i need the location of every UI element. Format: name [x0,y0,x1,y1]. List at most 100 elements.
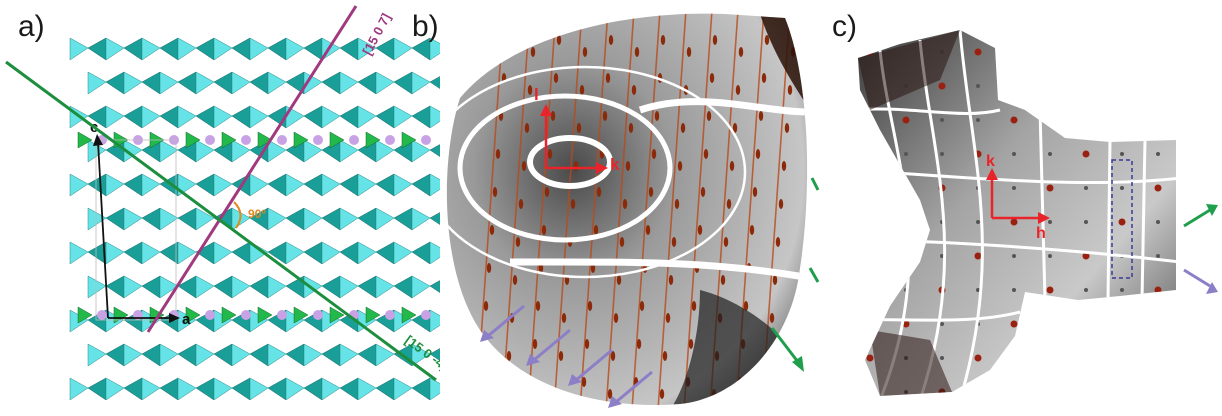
dark-corner-top [858,30,960,110]
tetrahedron [429,241,440,265]
tetrahedron [141,343,161,367]
bragg-spot [1012,50,1016,54]
tetrahedron [303,377,323,401]
tetrahedron [177,343,197,367]
tetrahedron [285,241,305,265]
bragg-spot [1084,322,1088,326]
tetrahedron [429,348,440,361]
tetrahedron [357,377,377,401]
bragg-spot [976,118,980,122]
bragg-spot [639,301,645,311]
k-axis-arrowhead-c [986,168,998,180]
bragg-spot [1084,390,1088,394]
bragg-spot [593,225,599,235]
bragg-spot [616,275,622,285]
bragg-spot [1012,84,1016,88]
bragg-spot [555,389,561,399]
bragg-spot [1156,254,1160,258]
tetrahedron [429,212,440,225]
tetrahedron [195,343,215,367]
bragg-spot [1156,152,1160,156]
tetrahedron [159,37,179,61]
bragg-spot [743,301,749,311]
diffuse-streak [501,13,531,405]
tetrahedron [429,37,440,61]
bragg-spot [902,116,910,124]
bragg-spot [688,339,694,349]
bragg-spot [477,377,483,387]
bragg-spot [1012,356,1016,360]
bragg-spot [651,149,657,159]
bragg-spot [550,111,556,121]
tetrahedron [177,173,197,197]
tetrahedron [87,275,107,299]
tetrahedron [303,71,323,95]
tetrahedron [375,105,395,129]
cation-site [313,310,323,320]
bragg-spot [940,322,944,326]
bragg-spot [489,225,495,235]
tetrahedron [69,37,89,61]
tetrahedron [303,139,323,163]
tetrahedron [303,207,323,231]
tetrahedron [195,275,215,299]
diffuse-streak [657,13,687,405]
unit-cell-outline [95,139,177,321]
bragg-spot [1048,356,1052,360]
tetrahedron [321,343,341,367]
bragg-spot [868,390,872,394]
bragg-spot [547,149,553,159]
bragg-spot [662,351,668,361]
green-tetrahedron [113,306,129,324]
bragg-spot [576,123,582,133]
tetrahedron [411,207,431,231]
a-axis-label: a [182,311,191,328]
tetrahedron [411,343,431,367]
tetrahedron [321,71,341,95]
bragg-spot [738,47,744,57]
tetrahedron [87,377,107,401]
tetrahedron [321,173,341,197]
tetrahedron [123,173,143,197]
tetrahedron [357,37,377,61]
bragg-spot [1048,254,1052,258]
c-axis-arrowhead [93,134,103,146]
diffraction-map-c: k h [858,30,1218,396]
bragg-spot [1046,82,1054,90]
green-tetrahedron [185,131,201,149]
bragg-spot [1012,186,1016,190]
bragg-spot [645,225,651,235]
green-tetrahedron [221,131,237,149]
bragg-spot [1048,50,1052,54]
dark-corner-bottom [870,330,952,396]
bragg-spot [1084,84,1088,88]
tetrahedron [177,37,197,61]
panel-c-label: c) [832,10,857,43]
bragg-spot [1154,286,1162,294]
tetrahedron [357,71,377,95]
tetrahedron [267,207,287,231]
tetrahedron [87,173,107,197]
bragg-spot [868,118,872,122]
cation-site [277,310,287,320]
bragg-spot [665,313,671,323]
green-tetrahedron [77,306,93,324]
tetrahedron [339,105,359,129]
green-tetrahedron [185,306,201,324]
tetrahedron [195,173,215,197]
tetrahedron [141,37,161,61]
tetrahedron [285,173,305,197]
tetrahedron [213,343,233,367]
tetrahedron [177,377,197,401]
bragg-spot [634,47,640,57]
diffraction-map-b: l k [446,13,820,408]
tetrahedron [339,207,359,231]
selection-box-dashed [1111,159,1133,279]
tetrahedron [249,343,269,367]
bragg-spot [726,199,732,209]
bragg-spot [766,351,772,361]
bragg-spot [608,35,614,45]
bragg-spot [538,263,544,273]
tetrahedron [321,241,341,265]
tetrahedron [267,105,287,129]
